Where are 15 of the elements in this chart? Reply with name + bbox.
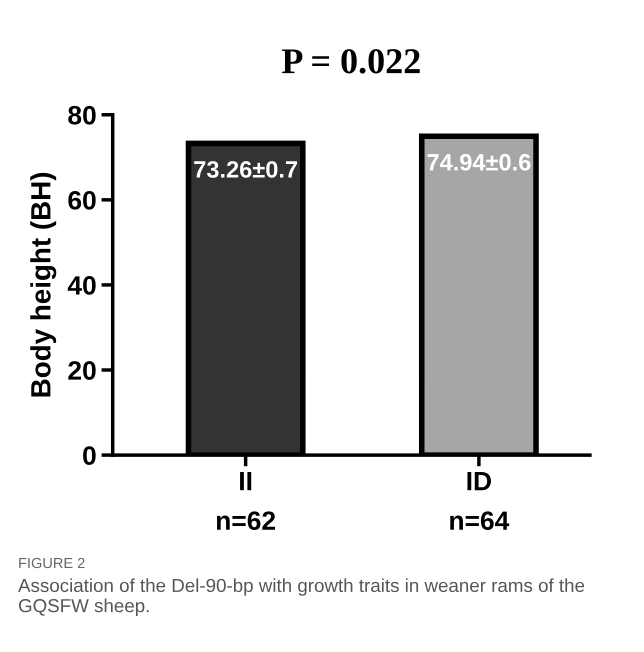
text: Association of the Del-90-bp with growth traits in weaner rams of the GQSFW sheep. xyxy=(18,578,584,616)
y-tick-label: 20 xyxy=(68,361,96,380)
y-axis-title: Body height (BH) xyxy=(30,172,56,396)
x-tick-label: ID xyxy=(467,472,491,490)
y-tick-label: 60 xyxy=(68,190,96,210)
chart-title: P = 0.022 xyxy=(282,49,420,74)
y-tick-label: 40 xyxy=(68,276,96,295)
data-label: 74.94±0.6 xyxy=(427,154,530,171)
x-tick-label: II xyxy=(240,472,252,490)
text: n=64 xyxy=(450,511,510,530)
text: n=62 xyxy=(216,511,276,530)
y-tick-label: 0 xyxy=(83,446,96,465)
data-label: 73.26±0.7 xyxy=(194,161,298,178)
y-tick-label: 80 xyxy=(68,106,96,125)
caption: FIGURE 2 xyxy=(19,558,85,568)
